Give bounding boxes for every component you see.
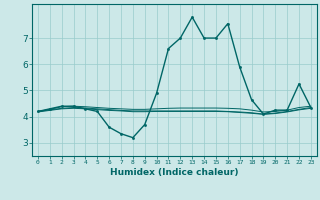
X-axis label: Humidex (Indice chaleur): Humidex (Indice chaleur) — [110, 168, 239, 177]
